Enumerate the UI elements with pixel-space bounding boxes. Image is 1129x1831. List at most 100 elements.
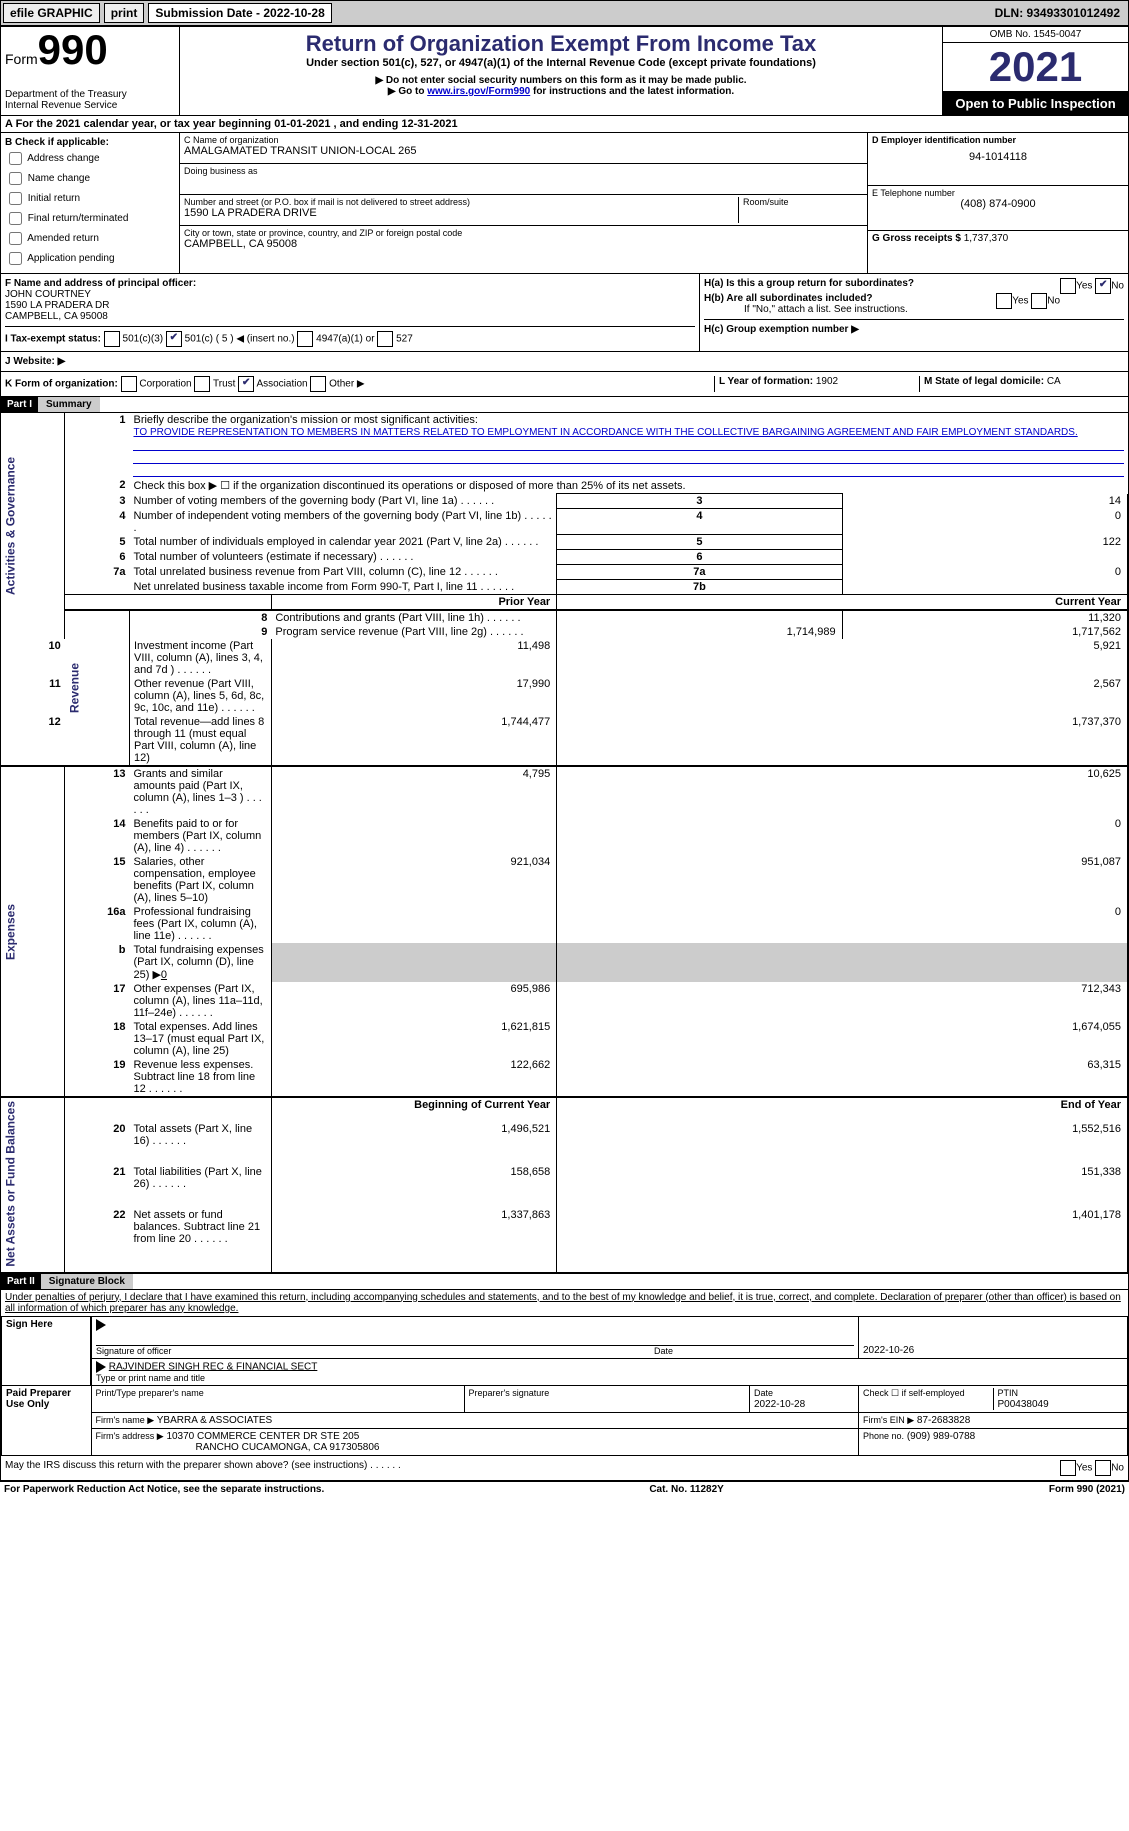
hb-no[interactable] <box>1031 293 1047 309</box>
l15: Salaries, other compensation, employee b… <box>129 855 271 905</box>
chk-application-pending[interactable]: Application pending <box>5 249 175 268</box>
type-name-label: Type or print name and title <box>96 1373 1123 1383</box>
dept-treasury: Department of the Treasury <box>5 89 175 100</box>
g-receipts-label: G Gross receipts $ <box>872 233 961 244</box>
i-label: I Tax-exempt status: <box>5 334 101 345</box>
begin-year-header: Beginning of Current Year <box>271 1097 556 1122</box>
l19: Revenue less expenses. Subtract line 18 … <box>133 1059 255 1095</box>
chk-527[interactable] <box>377 331 393 347</box>
col-c-v: 2022-10-28 <box>754 1399 805 1410</box>
opt-trust: Trust <box>213 379 235 390</box>
l14: Benefits paid to or for members (Part IX… <box>133 818 261 854</box>
paid-preparer-label: Paid Preparer Use Only <box>2 1385 92 1455</box>
ein-value: 94-1014118 <box>872 151 1124 163</box>
chk-4947[interactable] <box>297 331 313 347</box>
l17: Other expenses (Part IX, column (A), lin… <box>133 983 262 1019</box>
form-word: Form <box>5 51 38 67</box>
date-label: Date <box>654 1346 673 1356</box>
footer-mid: Cat. No. 11282Y <box>649 1484 723 1495</box>
l20: Total assets (Part X, line 16) <box>133 1123 252 1147</box>
c11: 2,567 <box>557 677 1128 715</box>
year-formation: 1902 <box>816 376 838 387</box>
c21: 151,338 <box>557 1165 1128 1208</box>
opt-4947: 4947(a)(1) or <box>316 334 374 345</box>
p15: 921,034 <box>271 855 556 905</box>
end-year-header: End of Year <box>557 1097 1128 1122</box>
l22: Net assets or fund balances. Subtract li… <box>133 1209 260 1245</box>
chk-other[interactable] <box>310 376 326 392</box>
dln: DLN: 93493301012492 <box>995 6 1126 20</box>
p18: 1,621,815 <box>271 1020 556 1058</box>
no-label: No <box>1111 281 1124 292</box>
city-label: City or town, state or province, country… <box>184 228 863 238</box>
officer-addr2: CAMPBELL, CA 95008 <box>5 311 108 322</box>
note-goto-a: ▶ Go to <box>388 86 427 97</box>
v7a: 0 <box>842 565 1127 580</box>
l5: Total number of individuals employed in … <box>133 536 538 548</box>
chk-trust[interactable] <box>194 376 210 392</box>
chk-corp[interactable] <box>121 376 137 392</box>
v3: 14 <box>842 494 1127 509</box>
ha-yes[interactable] <box>1060 278 1076 294</box>
ha-label: H(a) Is this a group return for subordin… <box>704 278 914 289</box>
firm-ein: 87-2683828 <box>917 1415 970 1426</box>
hc-label: H(c) Group exemption number ▶ <box>704 324 859 335</box>
sec4-label: Net Assets or Fund Balances <box>1 1097 65 1272</box>
mission-text: TO PROVIDE REPRESENTATION TO MEMBERS IN … <box>133 427 1077 438</box>
chk-name-change[interactable]: Name change <box>5 169 175 188</box>
irs-label: Internal Revenue Service <box>5 100 175 111</box>
l3: Number of voting members of the governin… <box>133 495 494 507</box>
form-990: Form990 Department of the Treasury Inter… <box>0 26 1129 1482</box>
l16b-v: 0 <box>161 969 167 981</box>
opt-501c3: 501(c)(3) <box>123 334 164 345</box>
l8: Contributions and grants (Part VIII, lin… <box>275 612 520 624</box>
ptin-value: P00438049 <box>998 1399 1049 1410</box>
c12: 1,737,370 <box>557 715 1128 766</box>
chk-amended-return[interactable]: Amended return <box>5 229 175 248</box>
col-e: PTIN <box>998 1388 1019 1398</box>
chk-assoc[interactable] <box>238 376 254 392</box>
l11: Other revenue (Part VIII, column (A), li… <box>134 678 264 714</box>
discuss-no[interactable] <box>1095 1460 1111 1476</box>
signature-table: Sign Here Signature of officer Date 2022… <box>1 1316 1128 1456</box>
may-irs-discuss: May the IRS discuss this return with the… <box>5 1460 1060 1476</box>
opt-501c: 501(c) ( 5 ) ◀ (insert no.) <box>185 334 295 345</box>
note-goto-b: for instructions and the latest informat… <box>530 86 734 97</box>
l-label: L Year of formation: <box>719 376 813 387</box>
k-label: K Form of organization: <box>5 379 118 390</box>
print-button[interactable]: print <box>104 3 145 23</box>
officer-name-title: RAJVINDER SINGH REC & FINANCIAL SECT <box>109 1361 318 1372</box>
chk-501c[interactable] <box>166 331 182 347</box>
c9: 1,717,562 <box>842 625 1127 639</box>
hb-yes[interactable] <box>996 293 1012 309</box>
form-subtitle: Under section 501(c), 527, or 4947(a)(1)… <box>186 57 936 69</box>
irs-link[interactable]: www.irs.gov/Form990 <box>427 86 530 97</box>
hb-label: H(b) Are all subordinates included? <box>704 293 873 304</box>
firm-ein-label: Firm's EIN ▶ <box>863 1415 914 1425</box>
v7b <box>842 580 1127 595</box>
firm-addr1: 10370 COMMERCE CENTER DR STE 205 <box>166 1431 359 1442</box>
chk-501c3[interactable] <box>104 331 120 347</box>
arrow-icon <box>96 1319 106 1331</box>
c14: 0 <box>557 817 1128 855</box>
p11: 17,990 <box>271 677 556 715</box>
opt-assoc: Association <box>256 379 307 390</box>
chk-final-return[interactable]: Final return/terminated <box>5 209 175 228</box>
chk-initial-return[interactable]: Initial return <box>5 189 175 208</box>
l18: Total expenses. Add lines 13–17 (must eq… <box>129 1020 271 1058</box>
discuss-yes[interactable] <box>1060 1460 1076 1476</box>
no-label2: No <box>1047 296 1060 307</box>
hb-note: If "No," attach a list. See instructions… <box>704 304 1124 315</box>
note-ssn: ▶ Do not enter social security numbers o… <box>186 75 936 86</box>
officer-addr1: 1590 LA PRADERA DR <box>5 300 110 311</box>
ha-no[interactable] <box>1095 278 1111 294</box>
sign-here-label: Sign Here <box>2 1316 92 1385</box>
chk-address-change[interactable]: Address change <box>5 149 175 168</box>
p12: 1,744,477 <box>271 715 556 766</box>
l16a: Professional fundraising fees (Part IX, … <box>133 906 256 942</box>
part2-title: Signature Block <box>41 1274 133 1289</box>
summary-table: Activities & Governance 1 Briefly descri… <box>1 413 1128 1272</box>
c13: 10,625 <box>557 766 1128 817</box>
officer-name: JOHN COURTNEY <box>5 289 91 300</box>
c15: 951,087 <box>557 855 1128 905</box>
